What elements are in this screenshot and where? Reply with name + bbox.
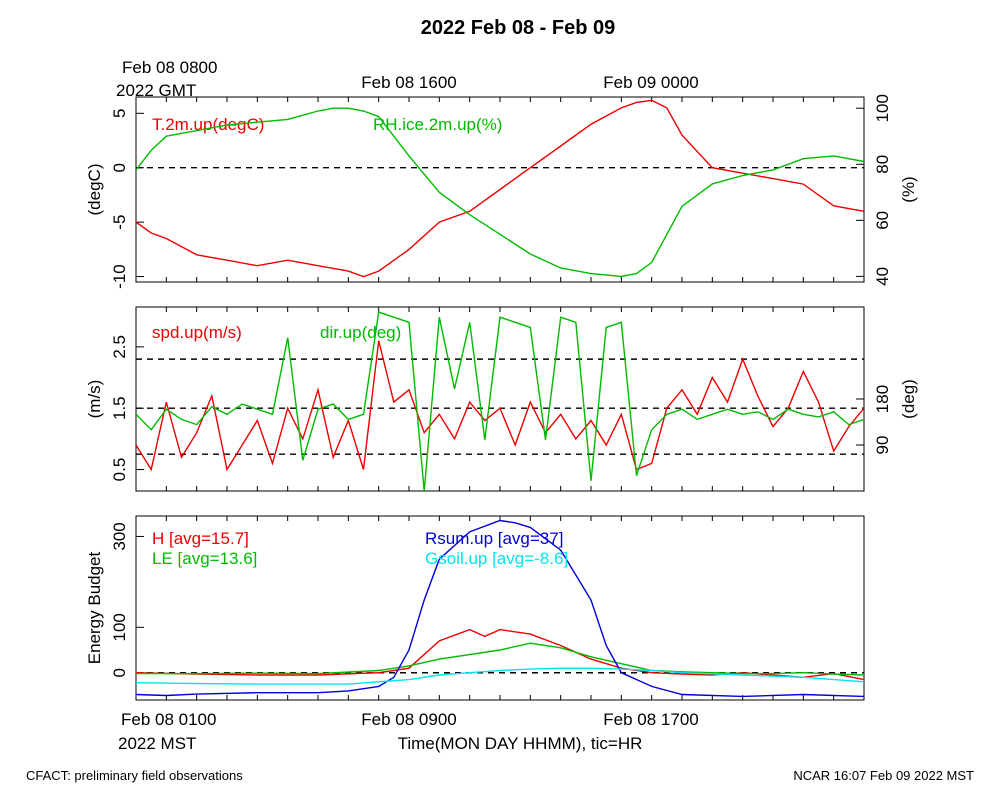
y-tick-label-left: 1.5 bbox=[110, 396, 129, 420]
bottom-axis-tick-label-1: Feb 08 1700 bbox=[603, 710, 698, 729]
panel-1: 5 0 -5 -10 (degC) 100 80 60 40 (%) T.2m.up(degC) RH… bbox=[85, 94, 918, 289]
top-axis-start-label-1: Feb 08 0800 bbox=[122, 58, 217, 77]
y-tick-label-right: 180 bbox=[873, 385, 892, 413]
series-line-le-avg-13-6- bbox=[136, 642, 864, 676]
chart-title: 2022 Feb 08 - Feb 09 bbox=[421, 17, 616, 39]
footer-left: CFACT: preliminary field observations bbox=[26, 768, 243, 783]
y-tick-label-right: 40 bbox=[873, 267, 892, 286]
series-line-rh-ice-2m-up- bbox=[136, 107, 864, 278]
legend-entry-2: dir.up(deg) bbox=[320, 323, 401, 342]
y-tick-label-left: -10 bbox=[110, 264, 129, 289]
y-axis-label-left: (m/s) bbox=[85, 380, 104, 419]
bottom-axis-tick-label-0: Feb 08 0900 bbox=[361, 710, 456, 729]
series-line-dir-up-deg- bbox=[136, 311, 864, 491]
y-axis-label-right: (deg) bbox=[899, 379, 918, 419]
chart-panels: 5 0 -5 -10 (degC) 100 80 60 40 (%) T.2m.up(degC) RH… bbox=[85, 94, 918, 701]
series-line-gsoil-up-avg-8-6- bbox=[136, 667, 864, 685]
y-axis-label-right: (%) bbox=[899, 176, 918, 202]
y-axis-label-left: Energy Budget bbox=[85, 551, 104, 664]
top-axis-start-label-2: 2022 GMT bbox=[116, 81, 196, 100]
y-tick-label-right: 100 bbox=[873, 94, 892, 122]
y-tick-label-left: 0.5 bbox=[110, 458, 129, 482]
top-axis-tick-label-1: Feb 09 0000 bbox=[603, 73, 698, 92]
bottom-axis-start-label-2: 2022 MST bbox=[118, 734, 196, 753]
panel-2: 2.5 1.5 0.5 (m/s) 180 90 (deg) spd.up(m/s) dir.u… bbox=[85, 306, 918, 492]
series-line-rsum-up-avg-37- bbox=[136, 519, 864, 698]
y-tick-label-left: 2.5 bbox=[110, 335, 129, 359]
y-tick-label-right: 80 bbox=[873, 155, 892, 174]
footer-right: NCAR 16:07 Feb 09 2022 MST bbox=[793, 768, 974, 783]
y-tick-label-right: 60 bbox=[873, 211, 892, 230]
series-line-spd-up-m-s- bbox=[136, 340, 864, 472]
panel-3: 300 100 0 Energy Budget H [avg=15.7]LE [avg=… bbox=[85, 515, 865, 701]
y-tick-label-right: 90 bbox=[873, 436, 892, 455]
bottom-axis-start-label-1: Feb 08 0100 bbox=[121, 710, 216, 729]
legend-entry-1: spd.up(m/s) bbox=[152, 323, 242, 342]
y-axis-label-left: (degC) bbox=[85, 164, 104, 216]
legend-entry-1: T.2m.up(degC) bbox=[152, 115, 264, 134]
y-tick-label-left: 0 bbox=[110, 668, 129, 677]
top-axis-tick-label-0: Feb 08 1600 bbox=[361, 73, 456, 92]
y-tick-label-left: 100 bbox=[110, 613, 129, 641]
y-tick-label-left: 0 bbox=[110, 163, 129, 172]
series-line-t-2m-up-degc- bbox=[136, 99, 864, 278]
y-tick-label-left: -5 bbox=[110, 215, 129, 230]
legend-entry-1: H [avg=15.7] bbox=[152, 529, 249, 548]
legend-entry-4: Gsoil.up [avg=-8.6] bbox=[425, 549, 568, 568]
x-axis-label: Time(MON DAY HHMM), tic=HR bbox=[398, 734, 643, 753]
legend-entry-2: RH.ice.2m.up(%) bbox=[373, 115, 502, 134]
y-tick-label-left: 300 bbox=[110, 522, 129, 550]
y-tick-label-left: 5 bbox=[110, 109, 129, 118]
legend-entry-3: Rsum.up [avg=37] bbox=[425, 529, 563, 548]
plot-frame bbox=[135, 306, 865, 492]
legend-entry-2: LE [avg=13.6] bbox=[152, 549, 257, 568]
